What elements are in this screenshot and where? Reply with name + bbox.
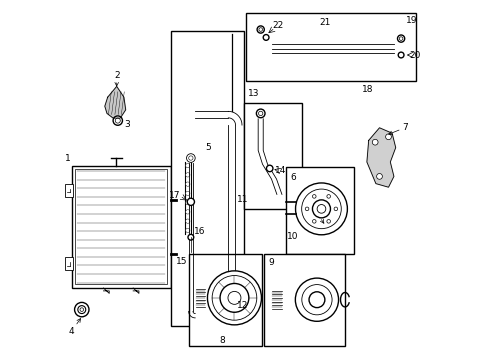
Circle shape <box>80 308 83 311</box>
Circle shape <box>185 173 189 177</box>
Text: 10: 10 <box>287 232 298 241</box>
Text: 5: 5 <box>205 143 211 152</box>
Circle shape <box>312 200 330 218</box>
Circle shape <box>113 116 122 125</box>
Circle shape <box>333 207 337 211</box>
Bar <box>246 13 415 81</box>
Circle shape <box>399 37 402 40</box>
Text: 1: 1 <box>65 154 71 163</box>
Bar <box>285 167 354 254</box>
Circle shape <box>326 195 330 198</box>
Circle shape <box>185 219 189 223</box>
Text: 16: 16 <box>193 227 205 236</box>
Circle shape <box>317 204 325 213</box>
Bar <box>178 155 197 241</box>
Circle shape <box>258 28 262 31</box>
Text: 4: 4 <box>69 319 81 336</box>
Text: 17: 17 <box>168 192 180 201</box>
Text: 8: 8 <box>219 336 224 345</box>
Bar <box>244 103 302 209</box>
Circle shape <box>257 26 264 33</box>
Circle shape <box>266 165 272 172</box>
Circle shape <box>207 271 261 325</box>
Circle shape <box>397 52 403 58</box>
Circle shape <box>75 302 89 317</box>
Text: 2: 2 <box>114 71 119 86</box>
Circle shape <box>186 154 195 162</box>
Circle shape <box>188 156 193 160</box>
Circle shape <box>295 183 346 235</box>
Circle shape <box>229 316 233 320</box>
Text: 19: 19 <box>406 16 417 25</box>
Circle shape <box>326 220 330 223</box>
Bar <box>75 169 167 284</box>
Circle shape <box>185 182 189 186</box>
Bar <box>65 257 73 270</box>
Text: 12: 12 <box>237 302 248 310</box>
Text: 9: 9 <box>268 258 274 267</box>
Circle shape <box>185 210 189 214</box>
Bar <box>72 166 170 288</box>
Circle shape <box>312 220 315 223</box>
Text: 15: 15 <box>175 256 187 265</box>
Polygon shape <box>366 128 395 187</box>
Circle shape <box>385 134 390 140</box>
Text: 3: 3 <box>124 120 130 129</box>
Circle shape <box>371 139 377 145</box>
Bar <box>264 254 345 346</box>
Circle shape <box>263 35 268 40</box>
Circle shape <box>185 191 189 195</box>
Circle shape <box>115 118 120 123</box>
Circle shape <box>185 163 189 168</box>
Text: 6: 6 <box>290 173 295 182</box>
Circle shape <box>258 111 263 116</box>
Text: 11: 11 <box>237 195 248 204</box>
Text: 21: 21 <box>319 18 330 27</box>
Circle shape <box>220 283 248 312</box>
Bar <box>170 31 244 326</box>
Circle shape <box>78 306 85 314</box>
Text: 13: 13 <box>247 89 259 98</box>
Polygon shape <box>104 86 125 118</box>
Bar <box>188 254 262 346</box>
Circle shape <box>397 35 404 42</box>
Circle shape <box>212 275 256 320</box>
Circle shape <box>308 292 324 307</box>
Circle shape <box>312 195 315 198</box>
Text: 20: 20 <box>409 50 420 59</box>
Circle shape <box>226 313 236 323</box>
Circle shape <box>301 189 341 229</box>
Circle shape <box>256 109 264 118</box>
Text: 18: 18 <box>362 85 373 94</box>
Circle shape <box>376 174 382 179</box>
Circle shape <box>301 284 331 315</box>
Text: 22: 22 <box>272 21 283 30</box>
Bar <box>65 184 73 197</box>
Circle shape <box>187 198 194 206</box>
Circle shape <box>305 207 308 211</box>
Circle shape <box>295 278 338 321</box>
Circle shape <box>227 291 241 304</box>
Text: 7: 7 <box>388 123 407 135</box>
Circle shape <box>187 234 193 240</box>
Circle shape <box>185 228 189 233</box>
Circle shape <box>185 201 189 205</box>
Text: 14: 14 <box>274 166 285 175</box>
